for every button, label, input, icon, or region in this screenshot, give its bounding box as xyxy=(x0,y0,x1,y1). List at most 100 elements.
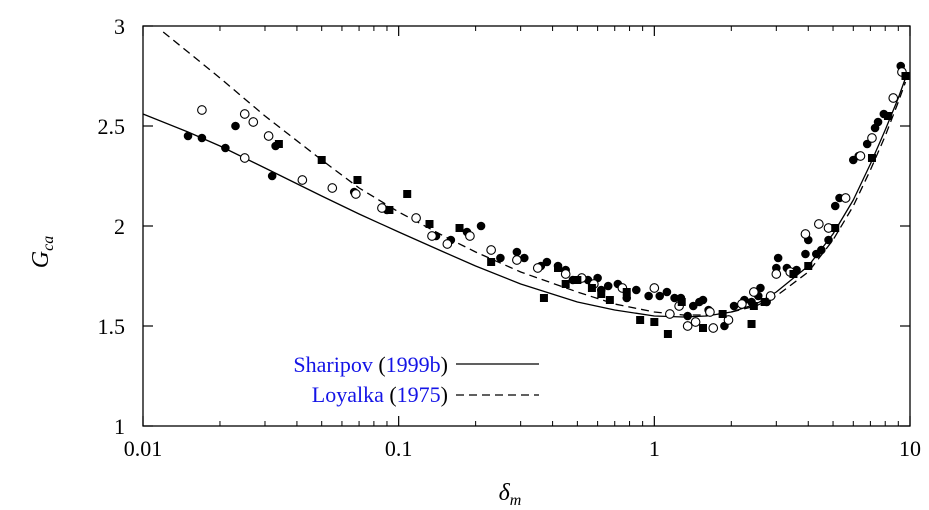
point-open-circle xyxy=(486,245,496,255)
point-open-circle xyxy=(377,203,387,213)
legend-entry-sharipov: Sharipov (1999b) xyxy=(293,352,539,377)
model-curves xyxy=(142,31,907,318)
point-open-circle xyxy=(888,93,899,103)
data-points xyxy=(183,61,910,338)
point-open-circle xyxy=(350,189,361,199)
point-filled-circle xyxy=(197,133,207,143)
point-open-circle xyxy=(867,133,877,143)
curve-solid xyxy=(142,77,907,318)
point-filled-circle xyxy=(476,221,486,231)
point-open-circle xyxy=(512,255,522,265)
axes: 0.01 0.1 1 10 1 1.5 2 2.5 3 xyxy=(98,14,922,461)
point-filled-circle xyxy=(519,253,529,263)
legend-entry-loyalka: Loyalka (1975) xyxy=(312,382,539,407)
legend: Sharipov (1999b) Loyalka (1975) xyxy=(293,352,539,407)
point-filled-square xyxy=(749,302,758,310)
point-open-circle xyxy=(665,309,675,319)
point-filled-square xyxy=(622,288,631,296)
point-filled-circle xyxy=(267,171,277,181)
point-filled-square xyxy=(663,330,672,338)
point-filled-circle xyxy=(830,201,840,211)
point-filled-square xyxy=(455,224,464,232)
point-filled-square xyxy=(274,140,283,148)
point-open-circle xyxy=(690,317,701,327)
point-open-circle xyxy=(705,307,715,317)
point-open-circle xyxy=(560,269,571,279)
point-filled-square xyxy=(718,310,727,318)
point-open-circle xyxy=(840,193,851,203)
point-filled-circle xyxy=(631,285,641,295)
point-filled-circle xyxy=(729,301,739,311)
point-filled-circle xyxy=(512,247,522,257)
point-open-circle xyxy=(297,175,308,185)
point-filled-square xyxy=(650,318,659,326)
point-filled-square xyxy=(605,296,614,304)
point-filled-square xyxy=(698,324,707,332)
point-open-circle xyxy=(442,239,453,249)
point-filled-circle xyxy=(655,291,665,301)
point-open-circle xyxy=(748,287,759,297)
point-filled-square xyxy=(804,262,813,270)
point-open-circle xyxy=(327,183,338,193)
point-filled-circle xyxy=(817,245,826,255)
point-filled-square xyxy=(760,298,769,306)
point-filled-square xyxy=(539,294,548,302)
point-filled-square xyxy=(317,156,326,164)
point-filled-circle xyxy=(644,291,653,301)
point-filled-square xyxy=(573,276,582,284)
point-filled-square xyxy=(677,298,686,306)
point-open-circle xyxy=(427,231,437,241)
point-filled-circle xyxy=(662,287,672,297)
point-filled-circle xyxy=(603,281,613,291)
x-tick-label: 1 xyxy=(649,436,660,461)
plot-frame xyxy=(142,25,911,427)
point-filled-circle xyxy=(824,235,833,245)
x-tick-label: 0.01 xyxy=(124,436,163,461)
point-filled-circle xyxy=(773,253,783,263)
point-filled-square xyxy=(747,320,756,328)
point-filled-circle xyxy=(801,249,810,259)
point-open-circle xyxy=(771,269,782,279)
point-filled-square xyxy=(385,206,394,214)
point-open-circle xyxy=(682,321,693,331)
point-open-circle xyxy=(263,131,274,141)
y-axis-label: Gca xyxy=(28,236,57,268)
curve-dashed xyxy=(162,31,907,316)
point-open-circle xyxy=(813,219,824,229)
point-filled-circle xyxy=(670,293,679,303)
y-tick-label: 1.5 xyxy=(98,314,126,339)
point-filled-square xyxy=(636,316,645,324)
point-filled-square xyxy=(883,112,892,120)
point-filled-square xyxy=(901,72,910,80)
point-filled-square xyxy=(597,290,606,298)
point-open-circle xyxy=(465,231,475,241)
point-filled-square xyxy=(789,270,798,278)
point-open-circle xyxy=(649,283,660,293)
x-tick-label: 0.1 xyxy=(385,436,413,461)
y-tick-label: 2.5 xyxy=(98,114,126,139)
point-open-circle xyxy=(197,105,207,115)
legend-label-loyalka: Loyalka (1975) xyxy=(312,382,448,407)
point-filled-circle xyxy=(688,301,698,311)
point-filled-square xyxy=(867,154,876,162)
point-filled-circle xyxy=(183,131,193,141)
point-open-circle xyxy=(239,153,250,163)
point-filled-circle xyxy=(698,295,708,305)
point-open-circle xyxy=(248,117,259,127)
x-axis-label: δm xyxy=(499,480,522,509)
legend-label-sharipov: Sharipov (1999b) xyxy=(293,352,448,377)
point-filled-circle xyxy=(683,311,692,321)
point-open-circle xyxy=(532,263,543,273)
point-open-circle xyxy=(708,323,719,333)
point-filled-square xyxy=(403,190,412,198)
y-tick-label: 3 xyxy=(114,14,125,39)
point-filled-circle xyxy=(496,253,505,263)
point-filled-circle xyxy=(873,117,883,127)
x-tick-label: 10 xyxy=(899,436,921,461)
point-filled-square xyxy=(587,284,596,292)
point-filled-square xyxy=(353,176,362,184)
point-open-circle xyxy=(239,109,250,119)
point-open-circle xyxy=(855,151,866,161)
point-open-circle xyxy=(800,229,811,239)
